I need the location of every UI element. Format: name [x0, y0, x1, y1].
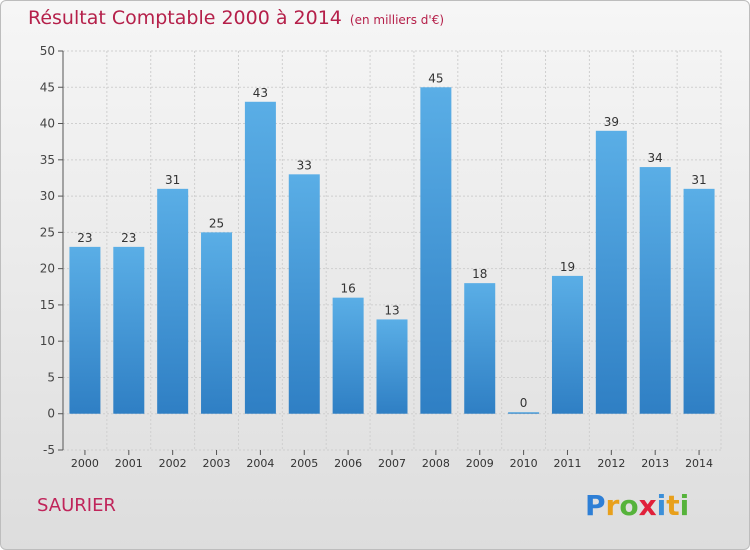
bar-value-label: 31	[165, 173, 180, 187]
bar-value-label: 16	[340, 282, 355, 296]
bar	[288, 174, 320, 414]
chart-title-main: Résultat Comptable 2000 à 2014	[28, 7, 342, 29]
y-tick-label: 15	[40, 298, 55, 312]
x-tick-label: 2007	[378, 457, 406, 470]
y-tick-label: 50	[40, 44, 55, 58]
bar-value-label: 33	[297, 158, 312, 172]
bar-value-label: 39	[604, 115, 619, 129]
bar-value-label: 43	[253, 86, 268, 100]
bar-value-label: 13	[384, 303, 399, 317]
bar-value-label: 23	[121, 231, 136, 245]
x-tick-label: 2000	[71, 457, 99, 470]
logo-letter: t	[666, 489, 680, 522]
chart-title: Résultat Comptable 2000 à 2014 (en millie…	[28, 7, 444, 29]
x-tick-label: 2005	[290, 457, 318, 470]
x-tick-label: 2002	[159, 457, 187, 470]
x-tick-label: 2013	[641, 457, 669, 470]
y-tick-label: 40	[40, 117, 55, 131]
bar	[551, 275, 583, 414]
x-tick-label: 2012	[597, 457, 625, 470]
x-tick-label: 2006	[334, 457, 362, 470]
x-tick-label: 2011	[553, 457, 581, 470]
bar-value-label: 25	[209, 216, 224, 230]
bar	[508, 412, 540, 414]
bar-value-label: 18	[472, 267, 487, 281]
x-tick-label: 2008	[422, 457, 450, 470]
x-tick-label: 2004	[246, 457, 274, 470]
bar-value-label: 34	[648, 151, 663, 165]
commune-name: SAURIER	[37, 495, 116, 516]
bar	[595, 130, 627, 414]
bar	[332, 297, 364, 414]
y-tick-label: 25	[40, 225, 55, 239]
y-tick-label: 5	[47, 370, 55, 384]
y-tick-label: 35	[40, 153, 55, 167]
bar	[69, 246, 101, 414]
chart-title-unit: (en milliers d'€)	[349, 13, 445, 27]
y-tick-label: -5	[43, 443, 55, 457]
bar-value-label: 19	[560, 260, 575, 274]
bar	[464, 283, 496, 414]
bar	[113, 246, 145, 414]
x-tick-label: 2014	[685, 457, 713, 470]
bar-value-label: 31	[691, 173, 706, 187]
logo-letter: o	[619, 489, 639, 522]
logo-letter: i	[679, 489, 690, 522]
logo-letter: i	[656, 489, 667, 522]
y-tick-label: 30	[40, 189, 55, 203]
bar	[376, 319, 408, 414]
x-tick-label: 2001	[115, 457, 143, 470]
x-tick-label: 2010	[510, 457, 538, 470]
y-tick-label: 0	[47, 407, 55, 421]
proxiti-logo: Proxiti	[585, 489, 689, 522]
y-tick-label: 10	[40, 334, 55, 348]
bar	[683, 188, 715, 414]
bar	[420, 87, 452, 414]
bar	[244, 101, 276, 414]
bar	[157, 188, 189, 414]
logo-letter: x	[638, 489, 657, 522]
x-tick-label: 2009	[466, 457, 494, 470]
logo-letter: P	[585, 489, 606, 522]
bar-value-label: 23	[77, 231, 92, 245]
logo-letter: r	[605, 489, 620, 522]
x-tick-label: 2003	[203, 457, 231, 470]
bar	[639, 167, 671, 414]
bar	[201, 232, 233, 414]
bar-value-label: 0	[520, 396, 528, 410]
bar-value-label: 45	[428, 71, 443, 85]
y-tick-label: 20	[40, 262, 55, 276]
y-tick-label: 45	[40, 80, 55, 94]
